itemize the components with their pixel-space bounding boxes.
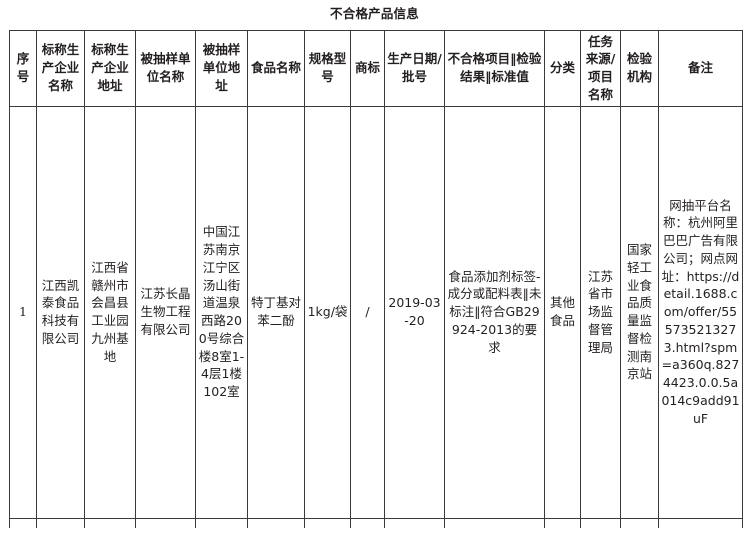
cell-unit-addr-next	[195, 517, 248, 528]
page-title: 不合格产品信息	[330, 6, 419, 21]
cell-inspector-next	[620, 517, 659, 528]
cell-spec-next	[304, 517, 351, 528]
column-header-task: 任务来源/项目名称	[580, 29, 621, 107]
cell-brand-next	[350, 517, 385, 528]
cell-unit-name: 江苏长晶生物工程有限公司	[135, 105, 196, 519]
cell-category-next	[544, 517, 581, 528]
column-header-brand: 商标	[350, 29, 385, 107]
column-header-category: 分类	[544, 29, 581, 107]
column-header-serial: 序号	[9, 29, 37, 107]
column-header-remark: 备注	[658, 29, 743, 107]
cell-task: 江苏省市场监督管理局	[580, 105, 621, 519]
cell-task-next	[580, 517, 621, 528]
column-header-maker-addr: 标称生产企业地址	[84, 29, 136, 107]
cell-unit-addr: 中国江苏南京江宁区汤山街道温泉西路200号综合楼8室1-4层1楼102室	[195, 105, 248, 519]
column-header-inspector: 检验机构	[620, 29, 659, 107]
table-row: 1 江西凯泰食品科技有限公司 江西省赣州市会昌县工业园九州基地 江苏长晶生物工程…	[9, 105, 743, 519]
table-row-partial	[9, 517, 743, 528]
cell-food-name: 特丁基对苯二酚	[247, 105, 305, 519]
cell-inspector: 国家轻工业食品质量监督检测南京站	[620, 105, 659, 519]
cell-unit-name-next	[135, 517, 196, 528]
cell-spec: 1kg/袋	[304, 105, 351, 519]
column-header-food-name: 食品名称	[247, 29, 305, 107]
cell-remark: 网抽平台名称：杭州阿里巴巴广告有限公司；网点网址：https://detail.…	[658, 105, 743, 519]
cell-maker-name-next	[36, 517, 85, 528]
column-header-prod-date: 生产日期/批号	[384, 29, 445, 107]
column-header-spec: 规格型号	[304, 29, 351, 107]
column-header-unit-addr: 被抽样单位地址	[195, 29, 248, 107]
cell-serial-next	[9, 517, 37, 528]
cell-serial: 1	[9, 105, 37, 519]
table-header-row: 序号 标称生产企业名称 标称生产企业地址 被抽样单位名称 被抽样单位地址 食品名…	[9, 29, 743, 107]
cell-maker-name: 江西凯泰食品科技有限公司	[36, 105, 85, 519]
cell-maker-addr-next	[84, 517, 136, 528]
nonconforming-products-table: 序号 标称生产企业名称 标称生产企业地址 被抽样单位名称 被抽样单位地址 食品名…	[9, 29, 743, 528]
cell-fail-item-next	[444, 517, 545, 528]
column-header-unit-name: 被抽样单位名称	[135, 29, 196, 107]
cell-maker-addr: 江西省赣州市会昌县工业园九州基地	[84, 105, 136, 519]
cell-brand: /	[350, 105, 385, 519]
cell-fail-item: 食品添加剂标签-成分或配料表‖未标注‖符合GB29924-2013的要求	[444, 105, 545, 519]
column-header-fail-item: 不合格项目‖检验结果‖标准值	[444, 29, 545, 107]
cell-prod-date-next	[384, 517, 445, 528]
cell-remark-next	[658, 517, 743, 528]
cell-prod-date: 2019-03-20	[384, 105, 445, 519]
cell-food-name-next	[247, 517, 305, 528]
cell-category: 其他食品	[544, 105, 581, 519]
column-header-maker-name: 标称生产企业名称	[36, 29, 85, 107]
